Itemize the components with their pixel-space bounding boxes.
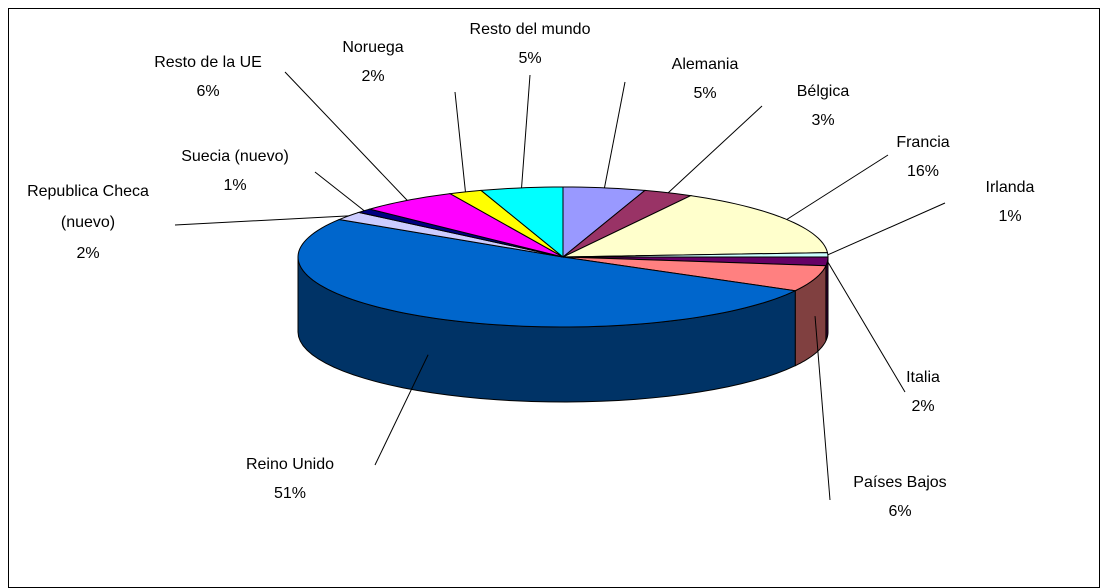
category-label: Italia xyxy=(906,369,940,386)
pie-slice xyxy=(297,218,797,328)
pie-slice xyxy=(479,186,564,259)
value-label: 16% xyxy=(906,163,940,180)
leader-line xyxy=(603,81,626,188)
category-label: Resto del mundo xyxy=(469,21,591,38)
leader-line xyxy=(284,71,408,201)
category-label: Bélgica xyxy=(796,83,850,100)
value-label: 2% xyxy=(911,398,935,415)
category-label: Países Bajos xyxy=(853,474,947,491)
pie-slice xyxy=(562,256,827,292)
leader-line xyxy=(667,105,763,194)
value-label: 2% xyxy=(361,68,385,85)
leader-line xyxy=(827,202,946,256)
category-label: Alemania xyxy=(671,56,739,73)
slice-label: Republica Checa (nuevo) 2% xyxy=(1,176,176,269)
chart xyxy=(174,71,946,501)
category-label: Resto de la UE xyxy=(154,54,262,71)
slice-label: Suecia (nuevo) 1% xyxy=(140,142,330,200)
slice-label: Reino Unido 51% xyxy=(195,450,385,508)
pie-slice xyxy=(562,195,829,258)
category-label: Noruega xyxy=(342,39,404,56)
slice-label: Noruega 2% xyxy=(278,33,468,91)
leader-line xyxy=(814,316,831,501)
value-label: 5% xyxy=(518,50,542,67)
slice-label: Resto del mundo 5% xyxy=(435,15,625,73)
slice-label: Resto de la UE 6% xyxy=(113,48,303,106)
page: {"chart_data": {"type": "pie3d", "catego… xyxy=(1,8,1105,588)
category-label: Suecia (nuevo) xyxy=(181,148,289,165)
pie-slice xyxy=(562,186,647,259)
leader-line xyxy=(374,354,429,466)
leader-line xyxy=(786,154,889,220)
value-label: 6% xyxy=(196,83,220,100)
slice-label: Irlanda 1% xyxy=(915,173,1105,231)
value-label: 3% xyxy=(811,112,835,129)
value-label: 1% xyxy=(998,208,1022,225)
value-label: 51% xyxy=(273,485,307,502)
slice-label: Italia 2% xyxy=(828,363,1018,421)
value-label: 6% xyxy=(888,503,912,520)
category-label: Republica Checa (nuevo) xyxy=(27,183,149,231)
value-label: 2% xyxy=(76,245,100,262)
slice-label: Países Bajos 6% xyxy=(805,468,995,526)
leader-line xyxy=(521,74,531,188)
leader-line xyxy=(314,171,365,212)
category-label: Reino Unido xyxy=(245,456,335,473)
slice-label: Francia 16% xyxy=(828,128,1018,186)
value-label: 1% xyxy=(223,177,247,194)
leader-line xyxy=(454,91,466,192)
slice-label: Alemania 5% xyxy=(610,50,800,108)
category-label: Irlanda xyxy=(985,179,1035,196)
category-label: Francia xyxy=(896,134,950,151)
value-label: 5% xyxy=(693,85,717,102)
leader-line xyxy=(174,215,349,226)
leader-line xyxy=(827,261,906,393)
slice-label: Bélgica 3% xyxy=(728,77,918,135)
pie-slice xyxy=(367,193,564,258)
